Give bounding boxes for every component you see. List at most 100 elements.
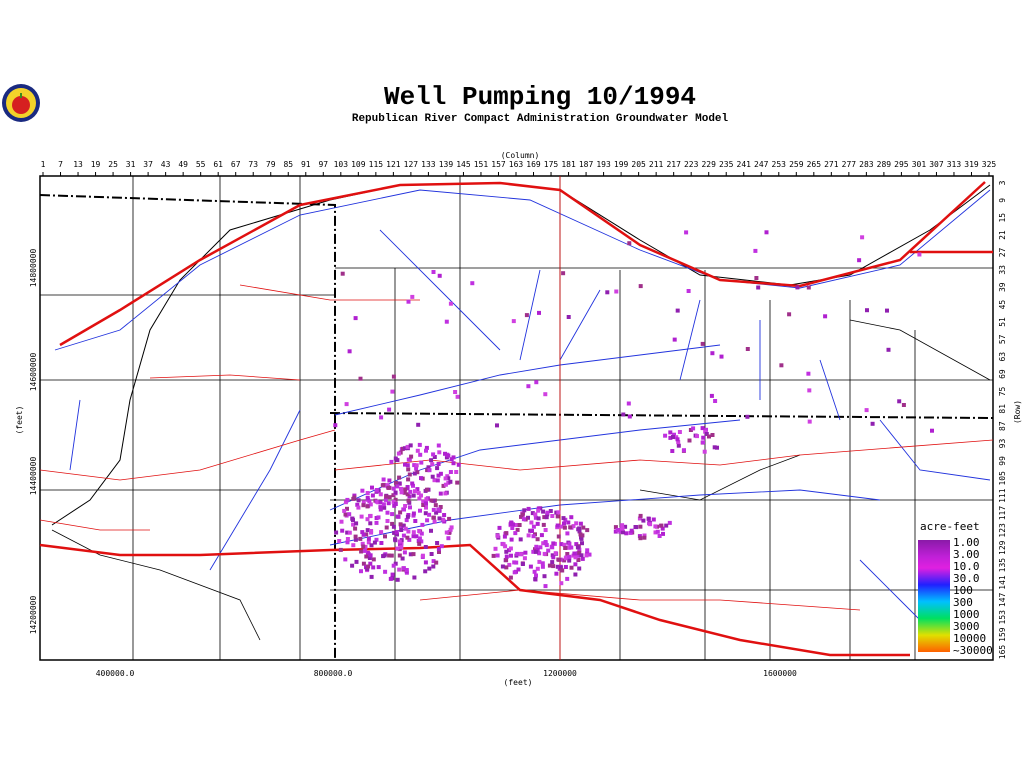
pumping-cell [668, 430, 673, 435]
pumping-cell [420, 553, 425, 558]
pumping-cell [345, 540, 350, 545]
pumping-cell [559, 568, 564, 573]
pumping-cell [432, 519, 437, 524]
row-tick-label: 159 [998, 627, 1007, 642]
pumping-cell [446, 536, 451, 541]
pumping-cell [333, 423, 338, 428]
pumping-cell [700, 341, 705, 346]
pumping-cell [641, 518, 646, 523]
pumping-cell [491, 553, 496, 558]
pumping-cell [419, 460, 424, 465]
pumping-cell [688, 428, 693, 432]
pumping-cell [504, 565, 509, 570]
pumping-cell [514, 560, 519, 565]
pumping-cell [533, 577, 538, 582]
pumping-cell [444, 319, 449, 324]
column-tick-label: 259 [789, 160, 804, 169]
column-tick-label: 169 [526, 160, 541, 169]
pumping-cell [405, 535, 410, 540]
pumping-cell [406, 529, 411, 534]
pumping-cell [572, 551, 577, 556]
pumping-cell [553, 551, 558, 556]
pumping-cell [526, 533, 531, 538]
pumping-cell [347, 349, 352, 354]
pumping-cell [567, 554, 572, 559]
pumping-cell [379, 415, 384, 420]
pumping-cell [411, 530, 416, 535]
pumping-cell [345, 537, 350, 541]
pumping-cell [753, 248, 758, 253]
pumping-cell [379, 530, 384, 535]
pumping-cell [393, 497, 398, 502]
pumping-cell [514, 523, 519, 527]
pumping-cell [368, 521, 373, 526]
pumping-cell [359, 514, 364, 519]
pumping-cell [543, 392, 548, 397]
pumping-cell [399, 545, 404, 550]
subtitle: Republican River Compact Administration … [352, 113, 729, 125]
column-tick-label: 31 [126, 160, 136, 169]
pumping-cell [672, 337, 677, 342]
pumping-cell [387, 407, 392, 412]
pumping-cell [653, 530, 658, 535]
pumping-cell [344, 402, 349, 407]
pumping-cell [675, 308, 680, 313]
column-tick-label: 211 [649, 160, 664, 169]
pumping-cell [417, 536, 422, 541]
pumping-cell [424, 448, 428, 453]
pumping-cell [707, 434, 711, 439]
column-tick-label: 121 [386, 160, 401, 169]
pumping-cell [541, 522, 546, 527]
pumping-cell [533, 549, 538, 554]
pumping-cell [383, 534, 387, 539]
pumping-cell [556, 510, 561, 515]
pumping-cell [441, 517, 446, 522]
row-tick-label: 123 [998, 523, 1007, 538]
pumping-cell [351, 496, 356, 501]
pumping-cell [353, 537, 358, 542]
county-lines [40, 176, 993, 660]
pumping-cell [361, 544, 366, 549]
pumping-cell [536, 506, 541, 511]
pumping-cell [390, 521, 395, 526]
pumping-cell [719, 354, 724, 359]
row-tick-label: 15 [998, 213, 1007, 223]
pumping-cell [493, 546, 498, 551]
pumping-cell [424, 505, 428, 510]
pumping-cell [526, 515, 530, 520]
pumping-cell [550, 545, 555, 550]
pumping-cell [627, 414, 632, 419]
pumping-cell [529, 520, 534, 525]
pumping-cell [633, 525, 638, 529]
column-tick-label: 295 [894, 160, 909, 169]
pumping-cell [550, 514, 555, 518]
pumping-cell [412, 575, 417, 580]
row-tick-label: 93 [998, 439, 1007, 449]
pumping-cell [361, 500, 366, 505]
pumping-cell [362, 548, 367, 553]
pumping-cell [537, 310, 541, 315]
pumping-cell [411, 511, 416, 516]
pumping-cell [571, 553, 576, 558]
pumping-cell [613, 525, 618, 530]
pumping-cell [337, 539, 342, 543]
pumping-cell [378, 507, 383, 512]
pumping-cell [621, 412, 626, 417]
pumping-cell [379, 541, 384, 545]
pumping-cell [515, 551, 520, 556]
pumping-cell [437, 450, 442, 455]
pumping-cell [405, 514, 410, 519]
pumping-cell [397, 567, 402, 572]
pumping-cell [454, 470, 459, 474]
pumping-cell [569, 515, 574, 520]
map [39, 175, 994, 661]
row-tick-label: 81 [998, 404, 1007, 414]
pumping-cell [417, 541, 422, 546]
x-feet-tick-label: 400000.0 [96, 669, 135, 678]
pumping-cell [509, 537, 514, 542]
pumping-cell [411, 534, 416, 539]
pumping-cell [350, 563, 355, 568]
pumping-cell [397, 553, 402, 558]
pumping-cell [638, 536, 643, 541]
pumping-cell [419, 493, 423, 498]
